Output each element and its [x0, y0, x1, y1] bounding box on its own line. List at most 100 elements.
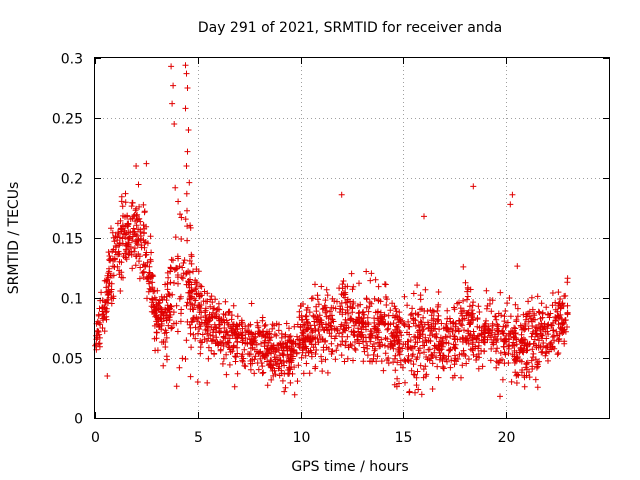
- x-tick-label: 15: [395, 430, 413, 446]
- data-point: [108, 300, 115, 307]
- data-point: [443, 356, 450, 363]
- data-point: [223, 371, 230, 378]
- data-point: [126, 249, 133, 256]
- data-point: [535, 363, 541, 370]
- data-point: [99, 325, 106, 331]
- data-point: [450, 341, 457, 348]
- data-point: [138, 242, 145, 249]
- data-point: [257, 355, 264, 362]
- data-point: [436, 326, 443, 333]
- data-point: [393, 383, 400, 390]
- y-tick-label: 0.1: [61, 292, 83, 308]
- data-point: [187, 300, 194, 307]
- data-point: [497, 350, 504, 356]
- data-point: [269, 365, 276, 372]
- data-point: [355, 328, 362, 335]
- data-point: [528, 294, 535, 301]
- data-point: [249, 356, 256, 363]
- data-point: [148, 249, 155, 256]
- data-point: [182, 356, 189, 362]
- data-point: [298, 354, 305, 361]
- data-point: [165, 274, 172, 281]
- data-point: [475, 345, 482, 352]
- data-point: [116, 267, 123, 274]
- data-point: [512, 330, 519, 336]
- data-point: [539, 314, 546, 321]
- data-point: [120, 212, 126, 219]
- data-point: [564, 324, 570, 330]
- data-point: [146, 269, 153, 276]
- data-point: [431, 349, 438, 356]
- data-point: [193, 281, 200, 287]
- data-point: [396, 380, 402, 387]
- data-point: [390, 345, 397, 352]
- data-point: [515, 372, 522, 379]
- data-point: [552, 306, 559, 313]
- data-point: [182, 216, 189, 223]
- data-point: [297, 324, 304, 331]
- data-point: [518, 324, 525, 330]
- data-point: [151, 322, 158, 329]
- data-point: [555, 300, 562, 307]
- data-point: [518, 337, 525, 344]
- data-point: [208, 347, 215, 354]
- data-point: [247, 345, 254, 352]
- data-point: [126, 239, 132, 246]
- data-point: [275, 347, 282, 354]
- data-point: [461, 315, 468, 322]
- data-point: [549, 334, 556, 340]
- data-point: [469, 310, 476, 317]
- data-point: [205, 335, 212, 342]
- data-point: [363, 304, 370, 311]
- data-point: [132, 218, 139, 225]
- data-point: [351, 345, 358, 352]
- data-point: [488, 345, 495, 352]
- data-point: [523, 360, 530, 367]
- data-point: [169, 100, 176, 107]
- y-tick-label: 0.15: [52, 232, 83, 248]
- data-point: [546, 314, 553, 321]
- data-point: [163, 334, 170, 341]
- data-point: [372, 276, 379, 283]
- data-point: [312, 351, 319, 357]
- data-point: [202, 309, 208, 316]
- data-point: [377, 309, 384, 316]
- chart-title: Day 291 of 2021, SRMTID for receiver and…: [198, 20, 502, 36]
- data-point: [148, 308, 155, 315]
- data-point: [177, 318, 184, 325]
- data-point: [502, 351, 509, 358]
- data-point: [385, 360, 392, 367]
- data-point: [172, 184, 179, 191]
- data-point: [119, 203, 126, 210]
- data-point: [333, 333, 339, 340]
- data-point: [554, 351, 561, 358]
- data-point: [122, 246, 129, 253]
- data-point: [349, 286, 356, 293]
- data-point: [385, 355, 392, 362]
- data-point: [247, 351, 254, 358]
- data-point: [495, 327, 502, 334]
- data-point: [355, 310, 362, 317]
- data-point: [133, 222, 140, 229]
- data-point: [445, 347, 452, 354]
- data-point: [169, 324, 176, 331]
- data-point: [456, 299, 462, 306]
- data-point: [279, 351, 286, 358]
- data-point: [552, 299, 559, 306]
- data-point: [131, 245, 138, 252]
- data-point: [309, 295, 316, 302]
- data-point: [168, 256, 175, 263]
- data-point: [378, 358, 385, 365]
- data-point: [410, 290, 417, 297]
- data-point: [283, 320, 290, 327]
- data-point: [109, 229, 116, 236]
- data-point: [390, 320, 397, 327]
- data-point: [408, 367, 415, 374]
- data-point: [273, 361, 280, 368]
- data-point: [365, 308, 372, 315]
- data-point: [204, 379, 211, 386]
- data-point: [209, 336, 216, 343]
- data-point: [551, 337, 558, 344]
- data-point: [493, 358, 500, 365]
- data-point: [198, 292, 205, 299]
